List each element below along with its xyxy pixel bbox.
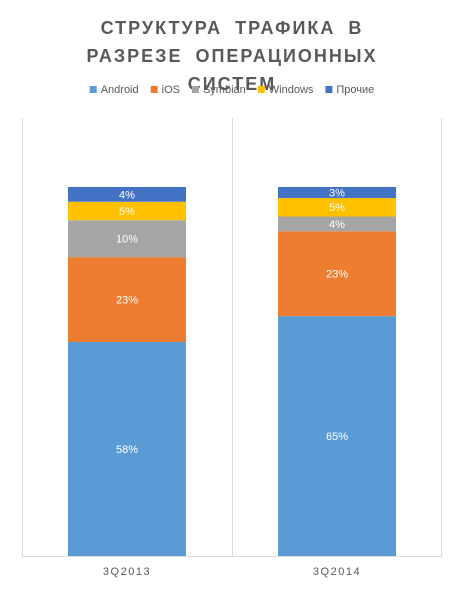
value-label: 4% <box>119 189 135 201</box>
bar-segment <box>278 316 396 556</box>
bar-segment <box>68 187 186 202</box>
legend-swatch <box>89 86 97 93</box>
legend-label: Прочие <box>336 84 374 96</box>
x-tick-label: 3Q2013 <box>103 566 151 578</box>
bar-segment <box>278 231 396 317</box>
legend-swatch <box>191 86 199 93</box>
value-label: 10% <box>116 234 138 246</box>
legend-label: Android <box>101 84 139 96</box>
value-label: 4% <box>329 219 345 231</box>
x-tick-label: 3Q2014 <box>313 566 361 578</box>
value-label: 5% <box>329 202 345 214</box>
bar-segment <box>278 187 396 199</box>
chart-title: СТРУКТУРА ТРАФИКА В РАЗРЕЗЕ ОПЕРАЦИОННЫХ… <box>86 18 378 94</box>
bar-segment <box>278 198 396 217</box>
bar-segment <box>68 341 186 556</box>
legend-swatch <box>257 86 265 93</box>
bar-segment <box>278 216 396 232</box>
legend-label: Symbian <box>203 84 246 96</box>
value-label: 5% <box>119 206 135 218</box>
value-label: 65% <box>326 431 348 443</box>
value-label: 58% <box>116 444 138 456</box>
bar-segment <box>68 201 186 221</box>
value-label: 3% <box>329 187 345 199</box>
legend-swatch <box>325 86 333 93</box>
legend-label: iOS <box>162 84 180 96</box>
plot-frame <box>22 118 442 557</box>
value-label: 23% <box>116 294 138 306</box>
value-label: 23% <box>326 269 348 281</box>
bar-segment <box>68 220 186 258</box>
bar-segment <box>68 257 186 342</box>
legend-label: Windows <box>269 84 314 96</box>
legend-swatch <box>150 86 158 93</box>
